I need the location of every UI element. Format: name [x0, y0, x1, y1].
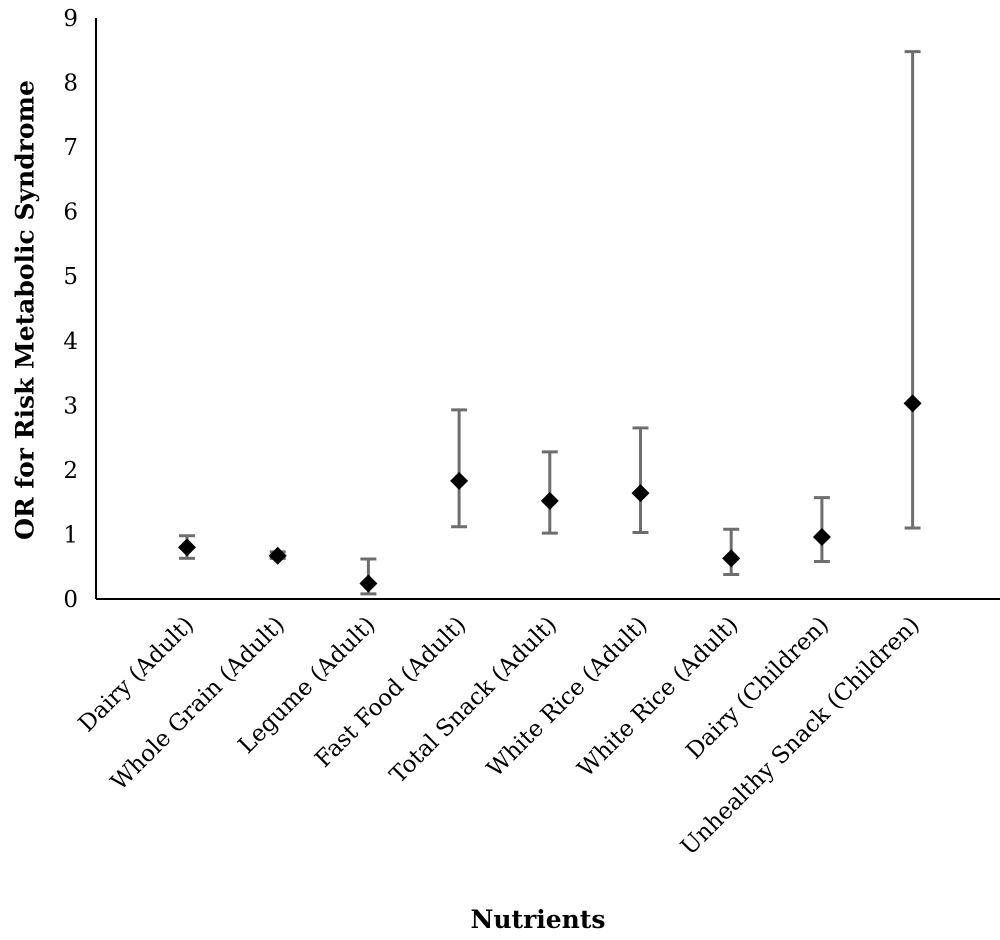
y-tick-label: 3 — [63, 393, 78, 419]
error-bars — [179, 50, 921, 596]
y-tick-label: 4 — [63, 329, 78, 355]
y-axis-ticks: 0 1 2 3 4 5 6 7 8 9 — [63, 6, 78, 613]
x-axis-category-labels: Dairy (Adult)Whole Grain (Adult)Legume (… — [74, 612, 925, 861]
y-tick-label: 9 — [63, 6, 78, 32]
data-point-diamond — [812, 528, 831, 547]
y-axis-title: OR for Risk Metabolic Syndrome — [11, 80, 40, 540]
data-point-diamond — [903, 394, 922, 413]
data-point-diamond — [722, 549, 741, 568]
x-category-label: White Rice (Adult) — [482, 612, 653, 783]
data-point-diamond — [450, 471, 469, 490]
y-tick-label: 6 — [63, 200, 78, 226]
data-point-diamond — [540, 491, 559, 510]
y-tick-label: 5 — [63, 264, 78, 290]
data-markers — [178, 394, 922, 593]
data-point-diamond — [268, 546, 287, 565]
y-tick-label: 7 — [63, 135, 78, 161]
y-tick-label: 1 — [63, 522, 78, 548]
y-tick-label: 2 — [63, 458, 78, 484]
x-category-label: Fast Food (Adult) — [310, 612, 471, 773]
x-category-label: Whole Grain (Adult) — [106, 612, 290, 796]
x-category-label: Total Snack (Adult) — [385, 612, 562, 789]
x-axis-title: Nutrients — [471, 905, 606, 934]
data-point-diamond — [631, 484, 650, 503]
data-point-diamond — [178, 538, 196, 557]
data-point-diamond — [359, 574, 378, 593]
y-tick-label: 8 — [63, 71, 78, 97]
x-category-label: White Rice (Adult) — [573, 612, 744, 783]
y-tick-label: 0 — [63, 587, 78, 613]
